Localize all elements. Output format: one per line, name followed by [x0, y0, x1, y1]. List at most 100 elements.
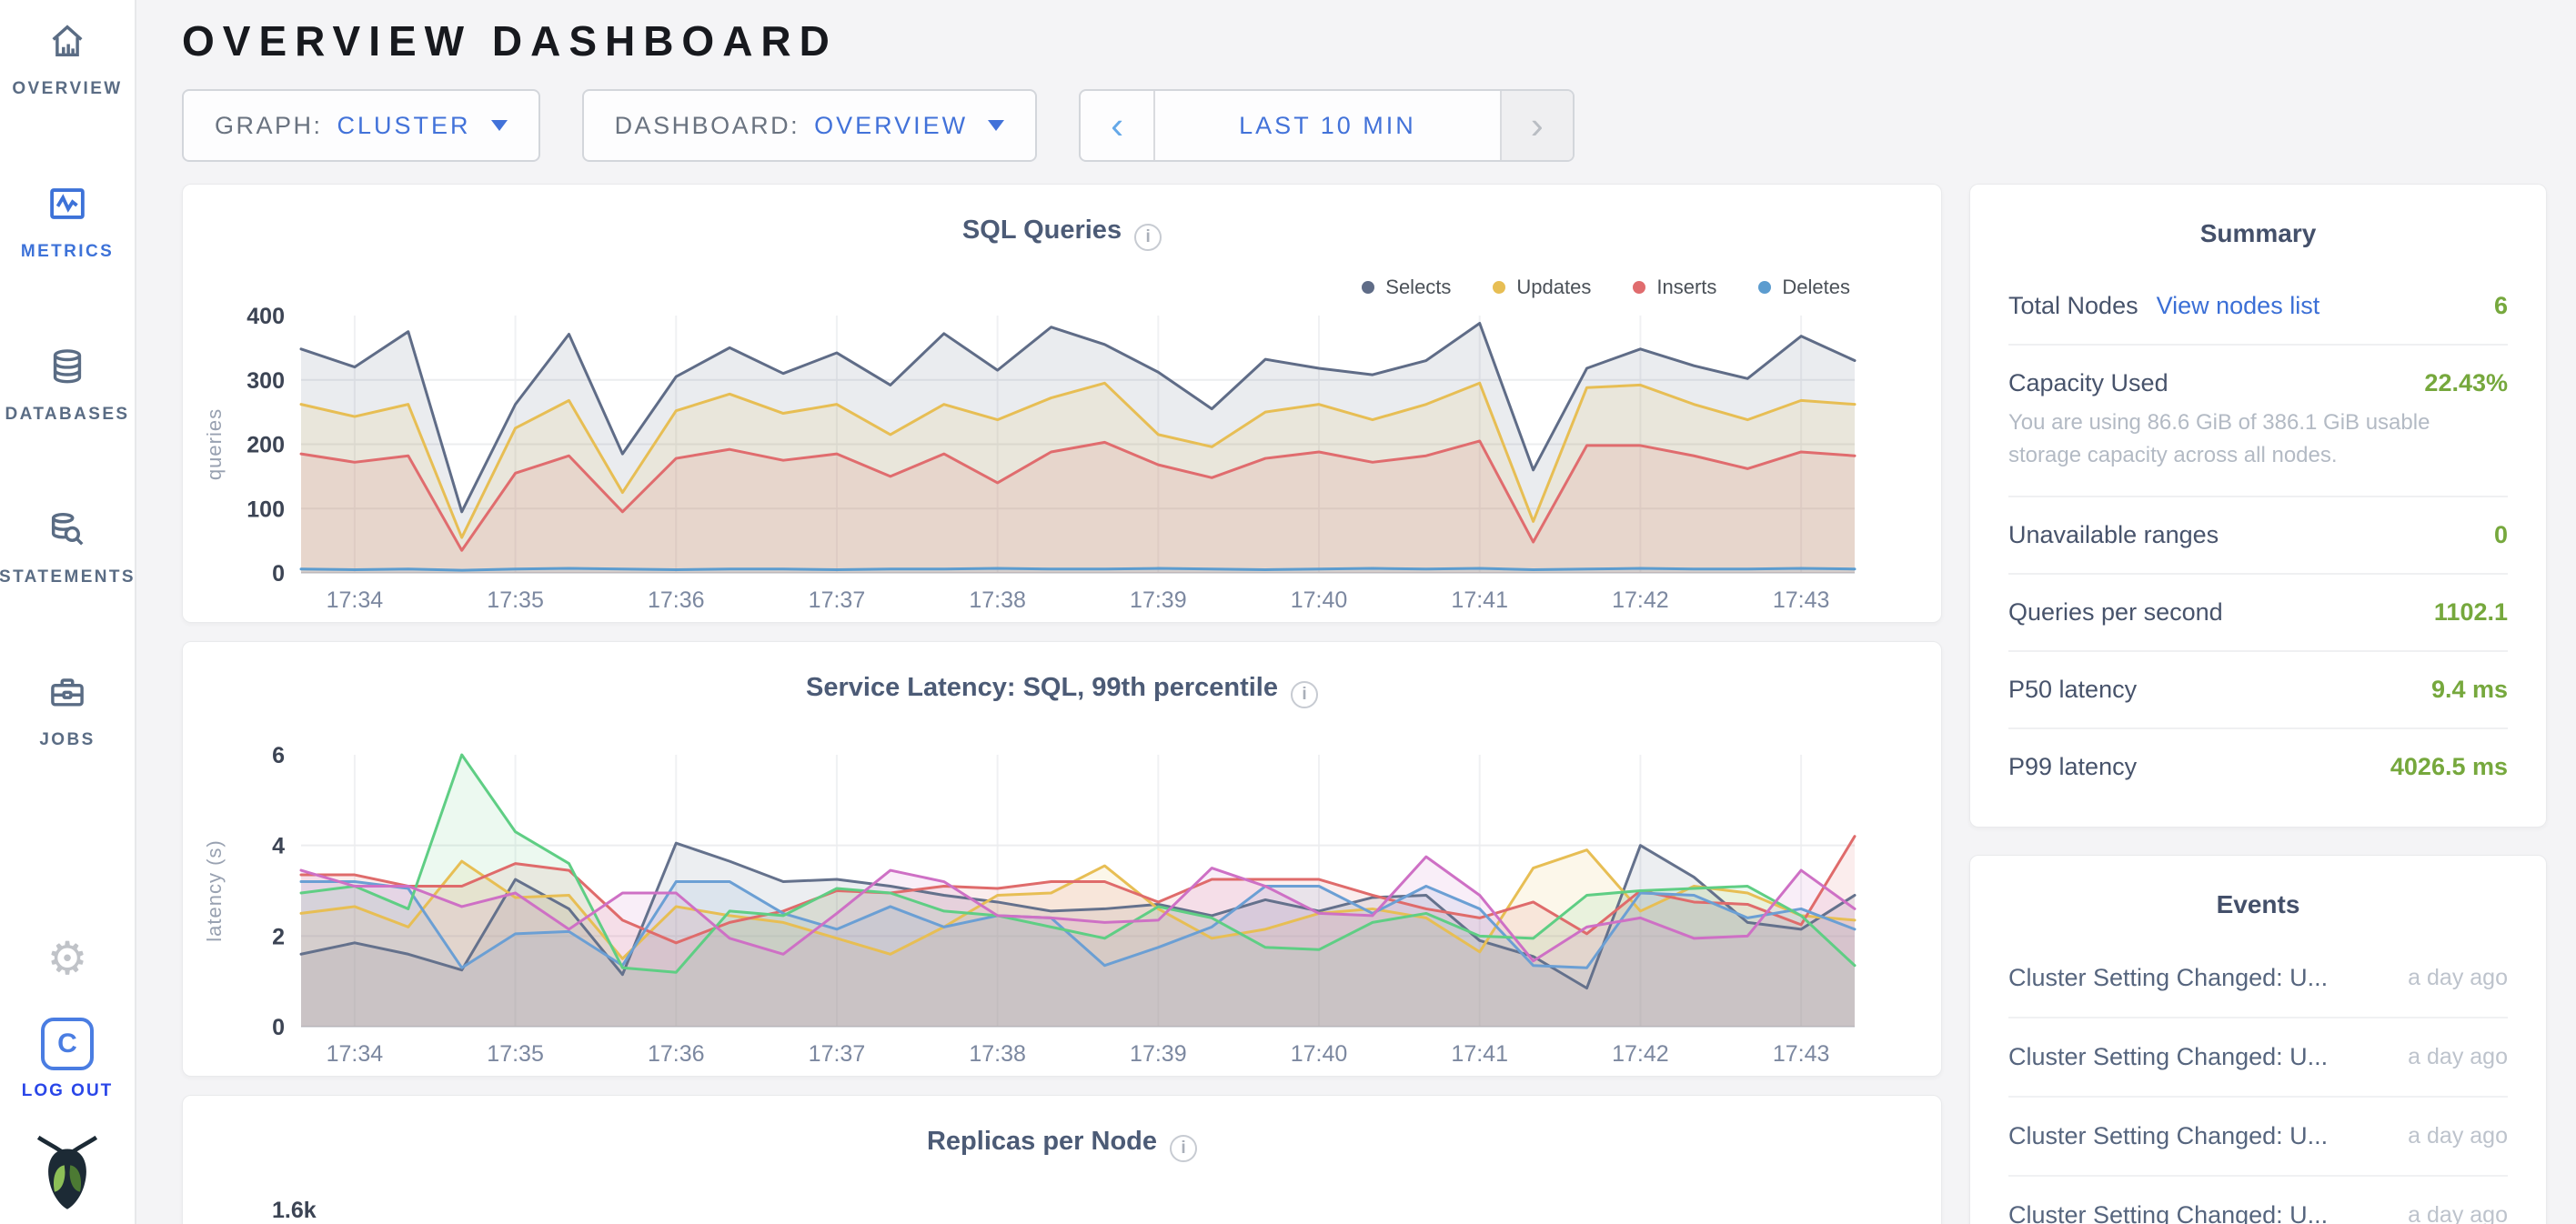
- legend-label: Updates: [1516, 276, 1592, 298]
- chevron-right-icon: ›: [1530, 104, 1544, 146]
- chart-canvas: 17:34 17:35 17:36 17:37 17:38 17:39 17:40 17:41…: [203, 304, 1857, 613]
- qps-label: Queries per second: [2008, 598, 2223, 626]
- p50-latency-value: 9.4 ms: [2430, 676, 2508, 703]
- p50-latency-label: P50 latency: [2008, 676, 2138, 703]
- time-range-next-button[interactable]: ›: [1499, 91, 1573, 160]
- svg-text:17:43: 17:43: [1773, 1041, 1830, 1067]
- statements-icon: [46, 508, 88, 555]
- svg-text:queries: queries: [203, 408, 226, 480]
- view-nodes-list-link[interactable]: View nodes list: [2156, 292, 2320, 319]
- event-row[interactable]: Cluster Setting Changed: U... a day ago: [2008, 939, 2508, 1018]
- dashboard-dropdown[interactable]: DASHBOARD: OVERVIEW: [581, 89, 1038, 162]
- service-latency-chart-card: Service Latency: SQL, 99th percentile i 1…: [182, 641, 1942, 1077]
- chart-title: Replicas per Node i: [183, 1096, 1941, 1162]
- svg-text:17:39: 17:39: [1130, 1041, 1187, 1067]
- summary-row-qps: Queries per second 1102.1: [2008, 575, 2508, 652]
- svg-text:17:40: 17:40: [1291, 1041, 1348, 1067]
- graph-dropdown-label: GRAPH:: [215, 111, 323, 139]
- legend-item-inserts: Inserts: [1633, 276, 1716, 299]
- legend-label: Selects: [1385, 276, 1452, 298]
- sql-queries-chart-card: SQL Queries i Selects Updates Inserts Delete…: [182, 184, 1942, 623]
- legend-dot-icon: [1493, 281, 1506, 294]
- svg-text:17:36: 17:36: [648, 1041, 705, 1067]
- graph-dropdown[interactable]: GRAPH: CLUSTER: [182, 89, 540, 162]
- chevron-left-icon: ‹: [1111, 104, 1124, 146]
- cockroach-c-icon: C: [41, 1018, 94, 1070]
- svg-text:17:35: 17:35: [487, 1041, 544, 1067]
- legend-dot-icon: [1362, 281, 1375, 294]
- svg-text:100: 100: [247, 497, 285, 522]
- p99-latency-value: 4026.5 ms: [2390, 753, 2508, 780]
- sidebar: OVERVIEW METRICS DATABASES: [0, 0, 136, 1224]
- svg-text:17:41: 17:41: [1451, 587, 1508, 613]
- cockroachdb-logo: [32, 1134, 103, 1215]
- info-icon[interactable]: i: [1290, 681, 1318, 708]
- svg-text:17:37: 17:37: [809, 1041, 866, 1067]
- summary-row-capacity: Capacity Used 22.43% You are using 86.6 …: [2008, 346, 2508, 497]
- event-time: a day ago: [2408, 1044, 2508, 1069]
- svg-text:0: 0: [272, 1015, 285, 1040]
- sidebar-item-label: DATABASES: [5, 405, 130, 424]
- summary-title: Summary: [2199, 219, 2317, 247]
- event-row[interactable]: Cluster Setting Changed: U... a day ago: [2008, 1098, 2508, 1177]
- events-title: Events: [2216, 890, 2300, 918]
- svg-text:17:38: 17:38: [969, 587, 1026, 613]
- summary-row-total-nodes: Total Nodes View nodes list 6: [2008, 268, 2508, 346]
- event-row[interactable]: Cluster Setting Changed: U... a day ago: [2008, 1177, 2508, 1224]
- sidebar-item-label: OVERVIEW: [12, 79, 123, 98]
- summary-row-p99: P99 latency 4026.5 ms: [2008, 729, 2508, 805]
- summary-row-p50: P50 latency 9.4 ms: [2008, 652, 2508, 729]
- sidebar-item-jobs[interactable]: JOBS: [39, 671, 95, 750]
- right-column: Summary Total Nodes View nodes list 6 Ca…: [1969, 184, 2547, 1224]
- capacity-caption: You are using 86.6 GiB of 386.1 GiB usab…: [2008, 410, 2430, 467]
- svg-text:17:40: 17:40: [1291, 587, 1348, 613]
- sidebar-item-overview[interactable]: OVERVIEW: [12, 20, 122, 99]
- summary-panel: Summary Total Nodes View nodes list 6 Ca…: [1969, 184, 2547, 828]
- qps-value: 1102.1: [2433, 598, 2508, 626]
- sidebar-item-label: STATEMENTS: [0, 567, 136, 587]
- jobs-icon: [46, 671, 88, 717]
- controls-bar: GRAPH: CLUSTER DASHBOARD: OVERVIEW ‹ LAS…: [182, 89, 2547, 162]
- main-content: OVERVIEW DASHBOARD GRAPH: CLUSTER DASHBO…: [136, 0, 2576, 1224]
- capacity-value: 22.43%: [2424, 369, 2508, 396]
- sidebar-item-databases[interactable]: DATABASES: [5, 346, 129, 425]
- legend: Selects Updates Inserts Deletes: [1362, 276, 1850, 299]
- svg-text:17:39: 17:39: [1130, 587, 1187, 613]
- time-range-value[interactable]: LAST 10 MIN: [1153, 91, 1500, 160]
- sidebar-item-statements[interactable]: STATEMENTS: [0, 508, 136, 587]
- legend-item-selects: Selects: [1362, 276, 1451, 299]
- legend-item-deletes: Deletes: [1758, 276, 1850, 299]
- charts-column: SQL Queries i Selects Updates Inserts Delete…: [182, 184, 1942, 1224]
- svg-text:0: 0: [272, 561, 285, 587]
- dashboard-dropdown-value: OVERVIEW: [814, 111, 969, 139]
- legend-item-updates: Updates: [1493, 276, 1591, 299]
- unavailable-ranges-value: 0: [2493, 521, 2508, 548]
- legend-dot-icon: [1758, 281, 1772, 294]
- logout-button[interactable]: C LOG OUT: [22, 1018, 114, 1101]
- chart-title: Service Latency: SQL, 99th percentile i: [183, 642, 1941, 708]
- svg-text:4: 4: [272, 834, 285, 859]
- graph-dropdown-value: CLUSTER: [337, 111, 471, 139]
- time-range-prev-button[interactable]: ‹: [1081, 91, 1153, 160]
- legend-label: Inserts: [1656, 276, 1717, 298]
- metrics-icon: [46, 183, 88, 229]
- service-latency-plot[interactable]: 17:34 17:35 17:36 17:37 17:38 17:39 17:40 17:41…: [183, 742, 1941, 1076]
- events-list: Cluster Setting Changed: U... a day ago Cl…: [2008, 939, 2508, 1224]
- svg-text:17:35: 17:35: [487, 587, 544, 613]
- logout-label: LOG OUT: [21, 1081, 114, 1100]
- event-time: a day ago: [2408, 965, 2508, 990]
- info-icon[interactable]: i: [1170, 1135, 1198, 1162]
- event-row[interactable]: Cluster Setting Changed: U... a day ago: [2008, 1018, 2508, 1098]
- svg-text:6: 6: [272, 743, 285, 768]
- sidebar-item-metrics[interactable]: METRICS: [21, 183, 114, 262]
- chart-canvas: 17:34 17:35 17:36 17:37 17:38 17:39 17:40 17:41…: [203, 743, 1857, 1067]
- sql-queries-plot[interactable]: 17:34 17:35 17:36 17:37 17:38 17:39 17:40 17:41…: [183, 303, 1941, 622]
- svg-text:17:34: 17:34: [327, 587, 384, 613]
- svg-text:17:41: 17:41: [1451, 1041, 1508, 1067]
- y-axis-tick: 1.6k: [272, 1198, 317, 1223]
- svg-text:400: 400: [247, 304, 285, 329]
- settings-gear-icon[interactable]: ⚙: [46, 933, 88, 984]
- info-icon[interactable]: i: [1134, 224, 1162, 251]
- event-time: a day ago: [2408, 1202, 2508, 1224]
